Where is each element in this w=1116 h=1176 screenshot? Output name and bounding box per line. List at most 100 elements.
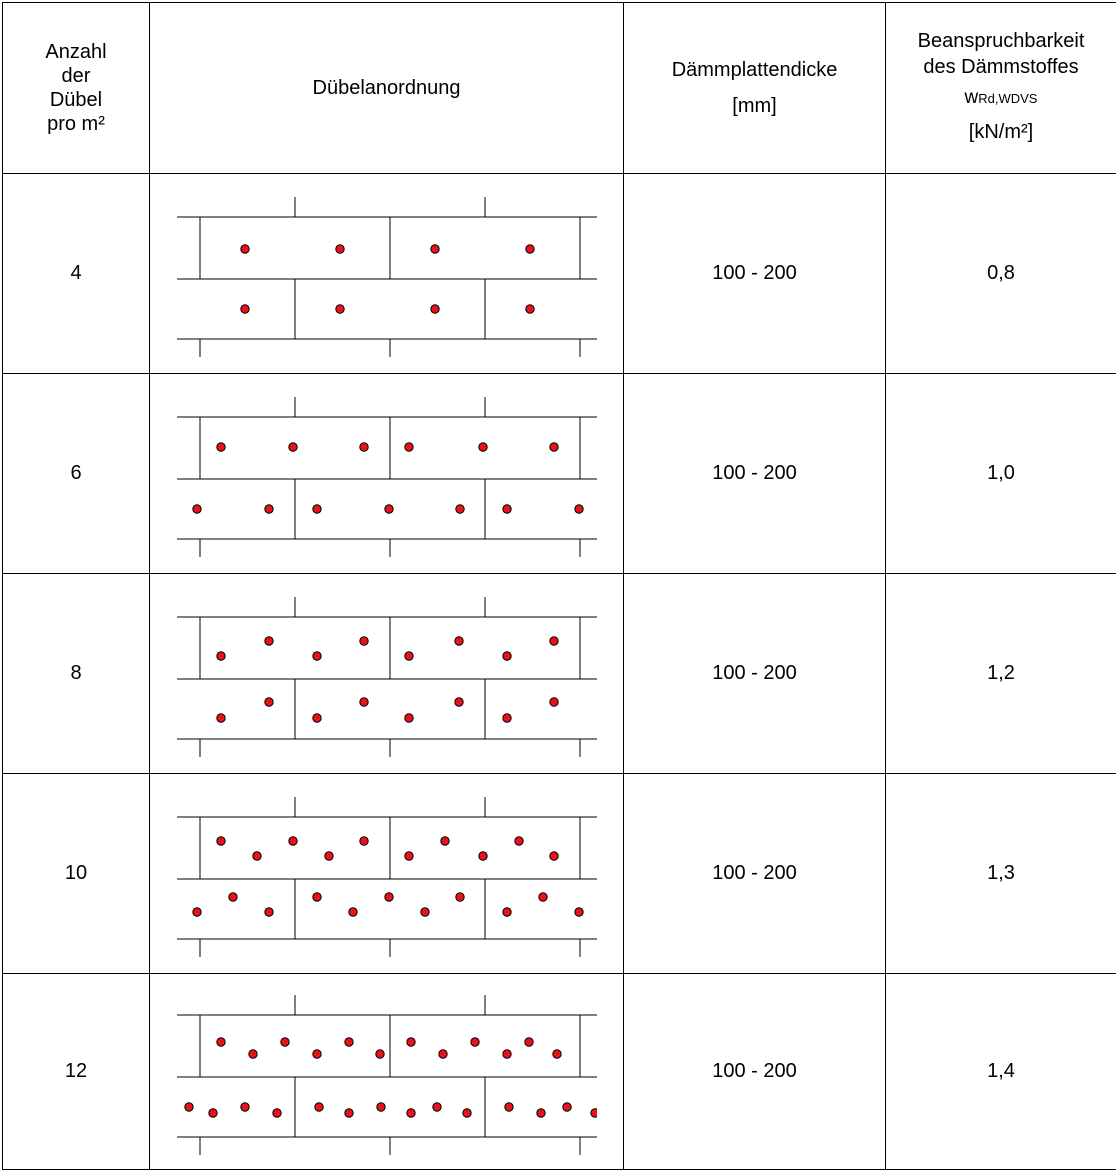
dowel-dot: [311, 712, 322, 723]
dowel-dot: [419, 906, 430, 917]
dowel-dot: [347, 906, 358, 917]
header-line: Dämmplattendicke: [671, 59, 838, 81]
cell-diagram: [149, 373, 624, 574]
cell-count: 10: [2, 773, 150, 974]
dowel-dot: [429, 243, 440, 254]
dowel-dot: [548, 635, 559, 646]
header-line: pro m²: [47, 113, 105, 135]
symbol-w: w: [964, 87, 979, 108]
dowel-dot: [263, 696, 274, 707]
dowel-dot: [191, 503, 202, 514]
cell-count: 8: [2, 573, 150, 774]
dowel-dot: [469, 1036, 480, 1047]
cell-thickness: 100 - 200: [623, 773, 886, 974]
dowel-dot: [561, 1101, 572, 1112]
dowel-dot: [535, 1107, 546, 1118]
header-dowel-count: Anzahl der Dübel pro m²: [2, 2, 150, 174]
dowel-dot: [403, 441, 414, 452]
dowel-dot: [461, 1107, 472, 1118]
dowel-dot: [215, 1036, 226, 1047]
dowel-dot: [453, 696, 464, 707]
dowel-dot: [183, 1101, 194, 1112]
dowel-dot: [191, 906, 202, 917]
dowel-dot: [239, 243, 250, 254]
dowel-pattern-10: [176, 796, 597, 957]
dowel-dot: [215, 441, 226, 452]
cell-resistance: 0,8: [885, 173, 1116, 374]
dowel-dot: [239, 1101, 250, 1112]
dowel-dot: [548, 850, 559, 861]
dowel-dot: [311, 503, 322, 514]
dowel-dot: [477, 441, 488, 452]
cell-resistance: 1,2: [885, 573, 1116, 774]
header-line: [mm]: [732, 95, 777, 117]
dowel-dot: [524, 243, 535, 254]
dowel-dot: [343, 1107, 354, 1118]
dowel-dot: [453, 635, 464, 646]
dowel-dot: [311, 1048, 322, 1059]
symbol-subscript: Rd,WDVS: [978, 91, 1038, 106]
dowel-dot: [358, 835, 369, 846]
dowel-dot: [429, 303, 440, 314]
cell-diagram: [149, 573, 624, 774]
dowel-dot: [501, 906, 512, 917]
dowel-dot: [439, 835, 450, 846]
header-label: Dübelanordnung: [312, 76, 461, 99]
dowel-dot: [477, 850, 488, 861]
dowel-dot: [403, 850, 414, 861]
table-row: 12 100 - 200 1,4: [2, 973, 1116, 1170]
dowel-dot: [405, 1107, 416, 1118]
cell-resistance: 1,4: [885, 973, 1116, 1170]
dowel-dot: [383, 503, 394, 514]
dowel-dot: [548, 441, 559, 452]
dowel-dot: [405, 1036, 416, 1047]
dowel-dot: [239, 303, 250, 314]
header-line: der: [61, 65, 91, 87]
dowel-dot: [358, 635, 369, 646]
table-row: 8 100 - 200 1,2: [2, 573, 1116, 774]
dowel-dot: [437, 1048, 448, 1059]
header-line: des Dämmstoffes: [923, 56, 1079, 78]
dowel-dot: [227, 891, 238, 902]
dowel-dot: [311, 650, 322, 661]
dowel-dot: [548, 696, 559, 707]
dowel-dot: [513, 835, 524, 846]
dowel-dot: [215, 712, 226, 723]
dowel-dot: [251, 850, 262, 861]
header-dowel-arrangement: Dübelanordnung: [149, 2, 624, 174]
dowel-dot: [524, 303, 535, 314]
header-line: Anzahl: [45, 41, 107, 63]
dowel-dot: [501, 712, 512, 723]
dowel-pattern-12: [176, 994, 597, 1155]
dowel-pattern-6: [176, 396, 597, 557]
dowel-dot: [207, 1107, 218, 1118]
header-line: Beanspruchbarkeit: [917, 30, 1085, 52]
header-insulation-thickness: Dämmplattendicke [mm]: [623, 2, 886, 174]
dowel-dot: [287, 441, 298, 452]
dowel-dot: [215, 650, 226, 661]
dowel-dot: [313, 1101, 324, 1112]
dowel-dot: [279, 1036, 290, 1047]
dowel-dot: [501, 650, 512, 661]
dowel-dot: [343, 1036, 354, 1047]
dowel-dot: [358, 441, 369, 452]
dowel-dot: [375, 1101, 386, 1112]
dowel-dot: [573, 906, 584, 917]
dowel-dot: [589, 1107, 597, 1118]
cell-count: 6: [2, 373, 150, 574]
header-line: Dübel: [49, 89, 103, 111]
dowel-dot: [501, 503, 512, 514]
dowel-dot: [263, 503, 274, 514]
table-row: 10 100 - 200 1,3: [2, 773, 1116, 974]
dowel-pattern-8: [176, 596, 597, 757]
cell-diagram: [149, 773, 624, 974]
dowel-dot: [263, 635, 274, 646]
header-row: Anzahl der Dübel pro m² Dübelanordnung D…: [2, 2, 1116, 174]
table-row: 4 100 - 200 0,8: [2, 173, 1116, 374]
dowel-dot: [573, 503, 584, 514]
cell-count: 12: [2, 973, 150, 1170]
dowel-dot: [523, 1036, 534, 1047]
dowel-pattern-4: [176, 196, 597, 357]
header-symbol: wRd,WDVS: [886, 80, 1116, 116]
